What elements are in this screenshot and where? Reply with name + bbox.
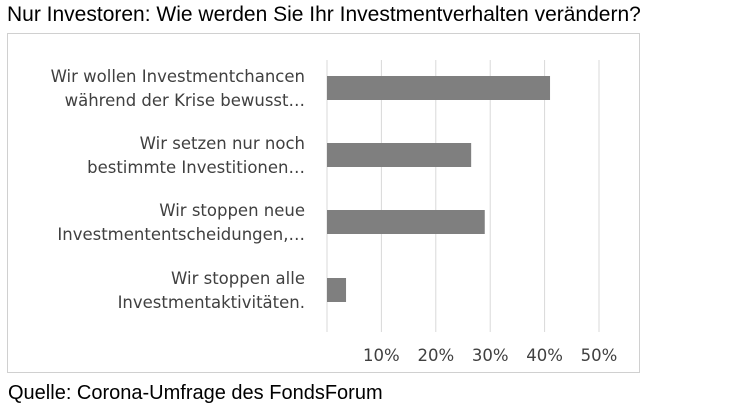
bar: [327, 76, 551, 100]
category-label: bestimmte Investitionen…: [87, 158, 305, 177]
category-label: Wir wollen Investmentchancen: [51, 67, 305, 86]
x-tick-label: 30%: [472, 346, 509, 365]
bar: [327, 210, 485, 234]
bar: [327, 278, 347, 302]
category-label: Wir setzen nur noch: [140, 134, 305, 153]
bar: [327, 143, 472, 167]
category-label: Investmententscheidungen,…: [57, 225, 305, 244]
category-label: Wir stoppen neue: [159, 201, 305, 220]
category-label: während der Krise bewusst…: [65, 91, 305, 110]
chart-frame: [7, 33, 640, 373]
x-tick-label: 40%: [526, 346, 563, 365]
x-tick-label: 20%: [417, 346, 454, 365]
category-label: Investmentaktivitäten.: [118, 293, 305, 312]
x-tick-label: 10%: [363, 346, 400, 365]
category-label: Wir stoppen alle: [171, 269, 305, 288]
x-tick-label: 50%: [581, 346, 618, 365]
chart-title: Nur Investoren: Wie werden Sie Ihr Inves…: [7, 3, 641, 26]
source-note: Quelle: Corona-Umfrage des FondsForum: [8, 382, 383, 404]
